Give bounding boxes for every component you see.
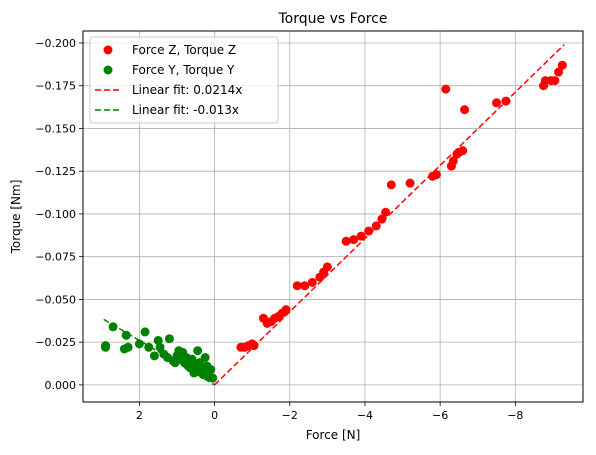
data-point bbox=[144, 342, 154, 352]
data-point bbox=[458, 146, 468, 156]
data-point bbox=[386, 180, 396, 190]
x-tick-label: 2 bbox=[136, 409, 143, 422]
data-point bbox=[356, 231, 366, 241]
x-tick-label: −2 bbox=[282, 409, 298, 422]
plot-area bbox=[101, 44, 567, 386]
data-point bbox=[155, 342, 165, 352]
data-point bbox=[431, 170, 441, 180]
data-point bbox=[134, 339, 144, 349]
y-axis-label: Torque [Nm] bbox=[9, 180, 23, 255]
legend-label: Linear fit: 0.0214x bbox=[132, 83, 242, 97]
data-point bbox=[557, 60, 567, 70]
chart-title: Torque vs Force bbox=[278, 11, 388, 27]
data-point bbox=[441, 84, 451, 94]
data-point bbox=[448, 156, 458, 166]
data-point bbox=[341, 236, 351, 246]
data-point bbox=[121, 330, 131, 340]
data-point bbox=[200, 353, 210, 363]
y-tick-label: −0.050 bbox=[35, 293, 76, 306]
legend-marker bbox=[103, 65, 113, 75]
data-point bbox=[101, 341, 111, 351]
data-point bbox=[371, 221, 381, 231]
data-point bbox=[381, 207, 391, 217]
data-point bbox=[322, 262, 332, 272]
y-tick-label: −0.100 bbox=[35, 208, 76, 221]
legend-label: Force Y, Torque Y bbox=[132, 63, 235, 77]
data-point bbox=[460, 105, 470, 115]
data-point bbox=[405, 178, 415, 188]
data-point bbox=[140, 327, 150, 337]
legend: Force Z, Torque Z Force Y, Torque Y Linear… bbox=[89, 36, 279, 124]
data-point bbox=[170, 358, 180, 368]
data-point bbox=[377, 214, 387, 224]
data-point bbox=[492, 98, 502, 108]
fit-line bbox=[103, 318, 215, 386]
x-tick-label: −4 bbox=[357, 409, 373, 422]
data-point bbox=[349, 235, 359, 245]
data-point bbox=[123, 342, 133, 352]
y-tick-label: −0.075 bbox=[35, 251, 76, 264]
data-point bbox=[554, 67, 564, 77]
data-point bbox=[153, 335, 163, 345]
legend-box bbox=[89, 36, 279, 124]
data-point bbox=[108, 322, 118, 332]
data-point bbox=[300, 281, 310, 291]
data-point bbox=[202, 361, 212, 371]
y-tick-label: −0.125 bbox=[35, 165, 76, 178]
legend-marker bbox=[103, 45, 113, 55]
x-tick-label: −8 bbox=[507, 409, 523, 422]
data-point bbox=[189, 368, 199, 378]
data-point bbox=[208, 373, 218, 383]
plot-frame bbox=[82, 30, 584, 403]
y-tick-label: −0.150 bbox=[35, 122, 76, 135]
y-tick-label: −0.200 bbox=[35, 37, 76, 50]
data-point bbox=[198, 370, 208, 380]
data-point bbox=[292, 281, 302, 291]
x-axis-label: Force [N] bbox=[306, 428, 361, 442]
ticks: 2 0 −2 −4 −6 −8 0.000 −0.025 −0.050 −0.075 −0.100 −… bbox=[35, 37, 523, 422]
data-point bbox=[307, 277, 317, 287]
data-point bbox=[281, 305, 291, 315]
legend-label: Force Z, Torque Z bbox=[132, 43, 236, 57]
y-tick-label: 0.000 bbox=[45, 379, 77, 392]
data-point bbox=[193, 346, 203, 356]
data-point bbox=[364, 226, 374, 236]
legend-label: Linear fit: -0.013x bbox=[132, 103, 239, 117]
data-point bbox=[249, 341, 259, 351]
x-tick-label: −6 bbox=[432, 409, 448, 422]
data-point bbox=[164, 334, 174, 344]
data-point bbox=[501, 96, 511, 106]
data-point bbox=[149, 351, 159, 361]
x-tick-label: 0 bbox=[211, 409, 218, 422]
y-tick-label: −0.175 bbox=[35, 80, 76, 93]
data-point bbox=[550, 76, 560, 86]
y-tick-label: −0.025 bbox=[35, 336, 76, 349]
